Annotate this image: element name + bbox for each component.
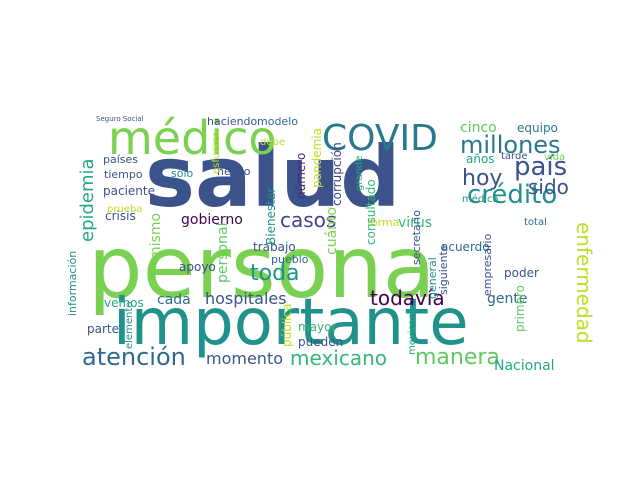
cloud-word: necho [217,165,251,178]
cloud-word: Seguro Social [96,115,144,123]
cloud-word: general [426,257,439,299]
cloud-word: crédito [467,180,557,210]
cloud-word: tiempo [104,168,143,181]
cloud-word: virus [398,215,432,231]
cloud-word: médica [462,193,499,205]
cloud-word: todavía [370,286,445,310]
word-cloud-background [80,103,560,373]
cloud-word: gente [487,291,527,307]
cloud-word: prueba [107,204,142,215]
cloud-word: COVID [322,118,438,159]
cloud-word: corrupción [330,142,344,206]
cloud-word: millones [460,131,561,159]
cloud-word: atención [82,343,186,371]
cloud-word: países [103,153,138,166]
cloud-word: consultado [364,179,378,245]
cloud-word: persona [88,218,436,318]
cloud-word: grande [354,156,365,191]
cloud-word: crisis [105,209,136,223]
cloud-word: paciente [103,184,155,198]
cloud-word: manera [415,345,500,370]
cloud-word: mexicana [407,306,418,355]
cloud-word: total [524,217,547,228]
cloud-word: empresario [481,233,494,296]
cloud-word: enfermedad [572,222,596,344]
cloud-word: momento [206,349,283,368]
cloud-word: años [466,152,495,166]
cloud-word: número [294,153,308,199]
cloud-word: hoy [462,166,502,191]
cloud-word: Bienestar [264,188,278,245]
cloud-word: hospitales [205,289,287,308]
cloud-word: siguiente [437,244,450,295]
cloud-word: equipo [517,121,558,135]
cloud-word: cuánto [324,207,340,255]
cloud-word: pueden [298,335,343,349]
cloud-word: vida [544,152,565,163]
cloud-word: elemento [124,302,135,349]
cloud-word: vemos [104,296,144,310]
cloud-word: pública [280,304,294,347]
cloud-word: mismo [148,213,164,260]
cloud-word: modelo [257,115,298,128]
cloud-word: mexicano [290,346,387,370]
cloud-word: personal [215,223,231,283]
cloud-word: gobierno [181,212,243,228]
cloud-word: cada [157,292,191,308]
cloud-word: mayor [298,320,336,334]
cloud-word: salud [145,128,400,226]
cloud-word: Nacional [494,358,555,374]
cloud-word: país [514,152,567,182]
cloud-word: trabajo [253,240,296,254]
cloud-word: cinco [460,120,497,136]
cloud-word: poder [504,266,539,280]
cloud-word: toda [250,261,300,286]
cloud-word: debe [260,137,285,148]
cloud-word: tarde [501,151,527,162]
cloud-word: acuerdo [441,240,490,254]
cloud-word: pueblo [271,253,309,266]
cloud-word: casos [280,208,336,232]
cloud-word: apoyo [179,260,216,274]
cloud-word: sólo [171,167,194,180]
cloud-word: parte [87,322,119,336]
cloud-word: epidemia [77,158,98,242]
cloud-word: importante [113,286,469,360]
cloud-word: secretario [410,210,423,265]
cloud-word: médico [108,111,277,165]
cloud-word: pandemia [310,128,324,188]
cloud-word: primero [513,285,527,332]
cloud-word: haciendo [207,115,258,128]
cloud-word: sido [528,175,569,199]
cloud-word: información [66,251,79,316]
cloud-word: esfuerzo [211,131,222,174]
cloud-word: forma [367,216,399,229]
